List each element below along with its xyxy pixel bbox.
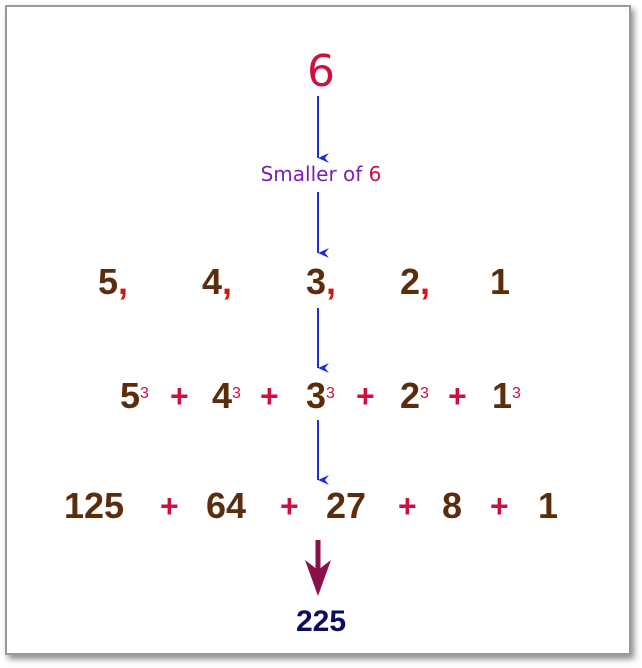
plus-sign: + (398, 488, 417, 524)
value-term: 1 (538, 485, 559, 526)
comma: , (326, 261, 337, 302)
plus-sign: + (280, 488, 299, 524)
exponent: 3 (512, 385, 521, 402)
cube-term: 33 (306, 375, 335, 416)
plus-sign: + (170, 378, 189, 414)
value-term: 125 (64, 485, 125, 526)
value-term: 27 (326, 485, 367, 526)
exponent: 3 (140, 385, 149, 402)
number-item: 1 (490, 261, 511, 302)
arrow-values-to-result (305, 540, 331, 596)
plus-sign: + (260, 378, 279, 414)
cube-term: 23 (400, 375, 429, 416)
cube-term: 53 (120, 375, 149, 416)
exponent: 3 (232, 385, 241, 402)
number-item: 2, (400, 261, 431, 302)
smaller-of-text: Smaller of (260, 162, 369, 186)
plus-sign: + (490, 488, 509, 524)
comma: , (420, 261, 431, 302)
exponent: 3 (326, 385, 335, 402)
plus-sign: + (448, 378, 467, 414)
plus-sign: + (160, 488, 179, 524)
value-term: 64 (206, 485, 247, 526)
cube-term: 43 (212, 375, 241, 416)
cube-term: 13 (492, 375, 521, 416)
comma: , (222, 261, 233, 302)
value-term: 8 (442, 485, 463, 526)
exponent: 3 (420, 385, 429, 402)
number-item: 4, (202, 261, 233, 302)
smaller-of-label: Smaller of 6 (0, 160, 642, 188)
result-value: 225 (295, 605, 347, 638)
number-item: 5, (98, 261, 129, 302)
smaller-of-number: 6 (368, 162, 382, 186)
number-item: 3, (306, 261, 337, 302)
comma: , (118, 261, 129, 302)
top-number: 6 (307, 46, 335, 97)
plus-sign: + (356, 378, 375, 414)
